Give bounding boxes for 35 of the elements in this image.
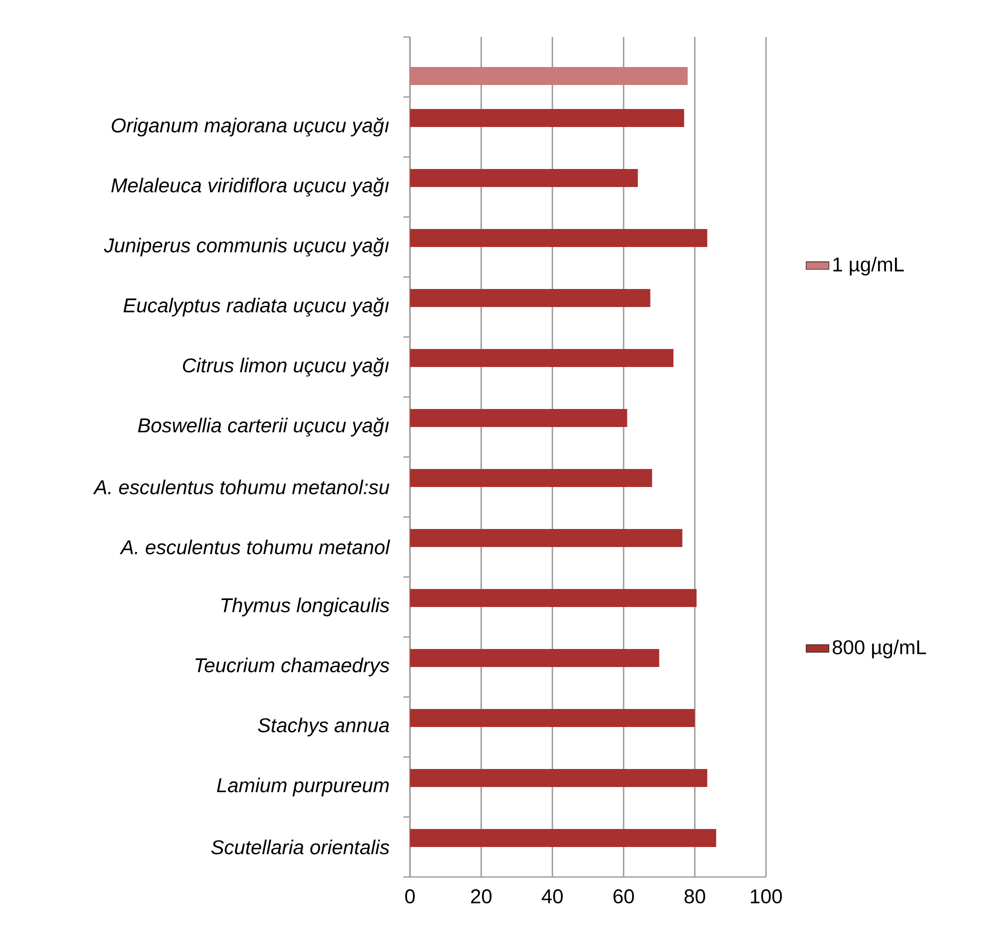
bar: [410, 349, 674, 367]
y-tick-label: Lamium purpureum: [216, 778, 389, 796]
y-tick-label: Juniperus communis uçucu yağı: [104, 238, 389, 256]
y-tick-label: A. esculentus tohumu metanol:su: [93, 480, 390, 494]
x-tick-label: 60: [614, 889, 634, 904]
bar: [410, 769, 708, 788]
bar: [410, 649, 660, 668]
bar: [410, 108, 684, 127]
y-tick-label: Boswellia carterii uçucu yağı: [138, 418, 389, 436]
legend-label: 800 µg/mL: [832, 640, 926, 658]
y-tick-label: Melaleuca viridiflora uçucu yağı: [111, 178, 389, 196]
bar: [410, 709, 695, 728]
y-tick-label: Thymus longicaulis: [221, 598, 390, 616]
bar: [410, 288, 650, 307]
y-tick-label: Citrus limon uçucu yağı: [182, 358, 389, 376]
y-tick-label: Eucalyptus radiata uçucu yağı: [124, 298, 389, 316]
x-tick-label: 20: [471, 889, 492, 904]
legend-label: 1 µg/mL: [833, 256, 904, 276]
x-tick-label: 40: [542, 889, 563, 904]
y-tick-label: Scutellaria orientalis: [211, 840, 390, 854]
x-tick-label: 80: [684, 889, 706, 904]
y-tick-label: Stachys annua: [258, 718, 390, 736]
bar: [410, 168, 638, 187]
bar: [410, 66, 688, 85]
bar: [410, 409, 628, 428]
bar: [410, 228, 708, 247]
x-tick-label: 100: [750, 889, 782, 904]
y-tick-label: Origanum majorana uçucu yağı: [112, 118, 389, 136]
x-tick-label: 0: [405, 889, 415, 904]
y-tick-label: Teucrium chamaedrys: [196, 658, 390, 676]
bar: [410, 829, 716, 848]
bar: [410, 469, 652, 488]
y-tick-label: A. esculentus tohumu metanol: [120, 540, 390, 554]
bar: [410, 589, 697, 608]
bar: [410, 529, 682, 548]
